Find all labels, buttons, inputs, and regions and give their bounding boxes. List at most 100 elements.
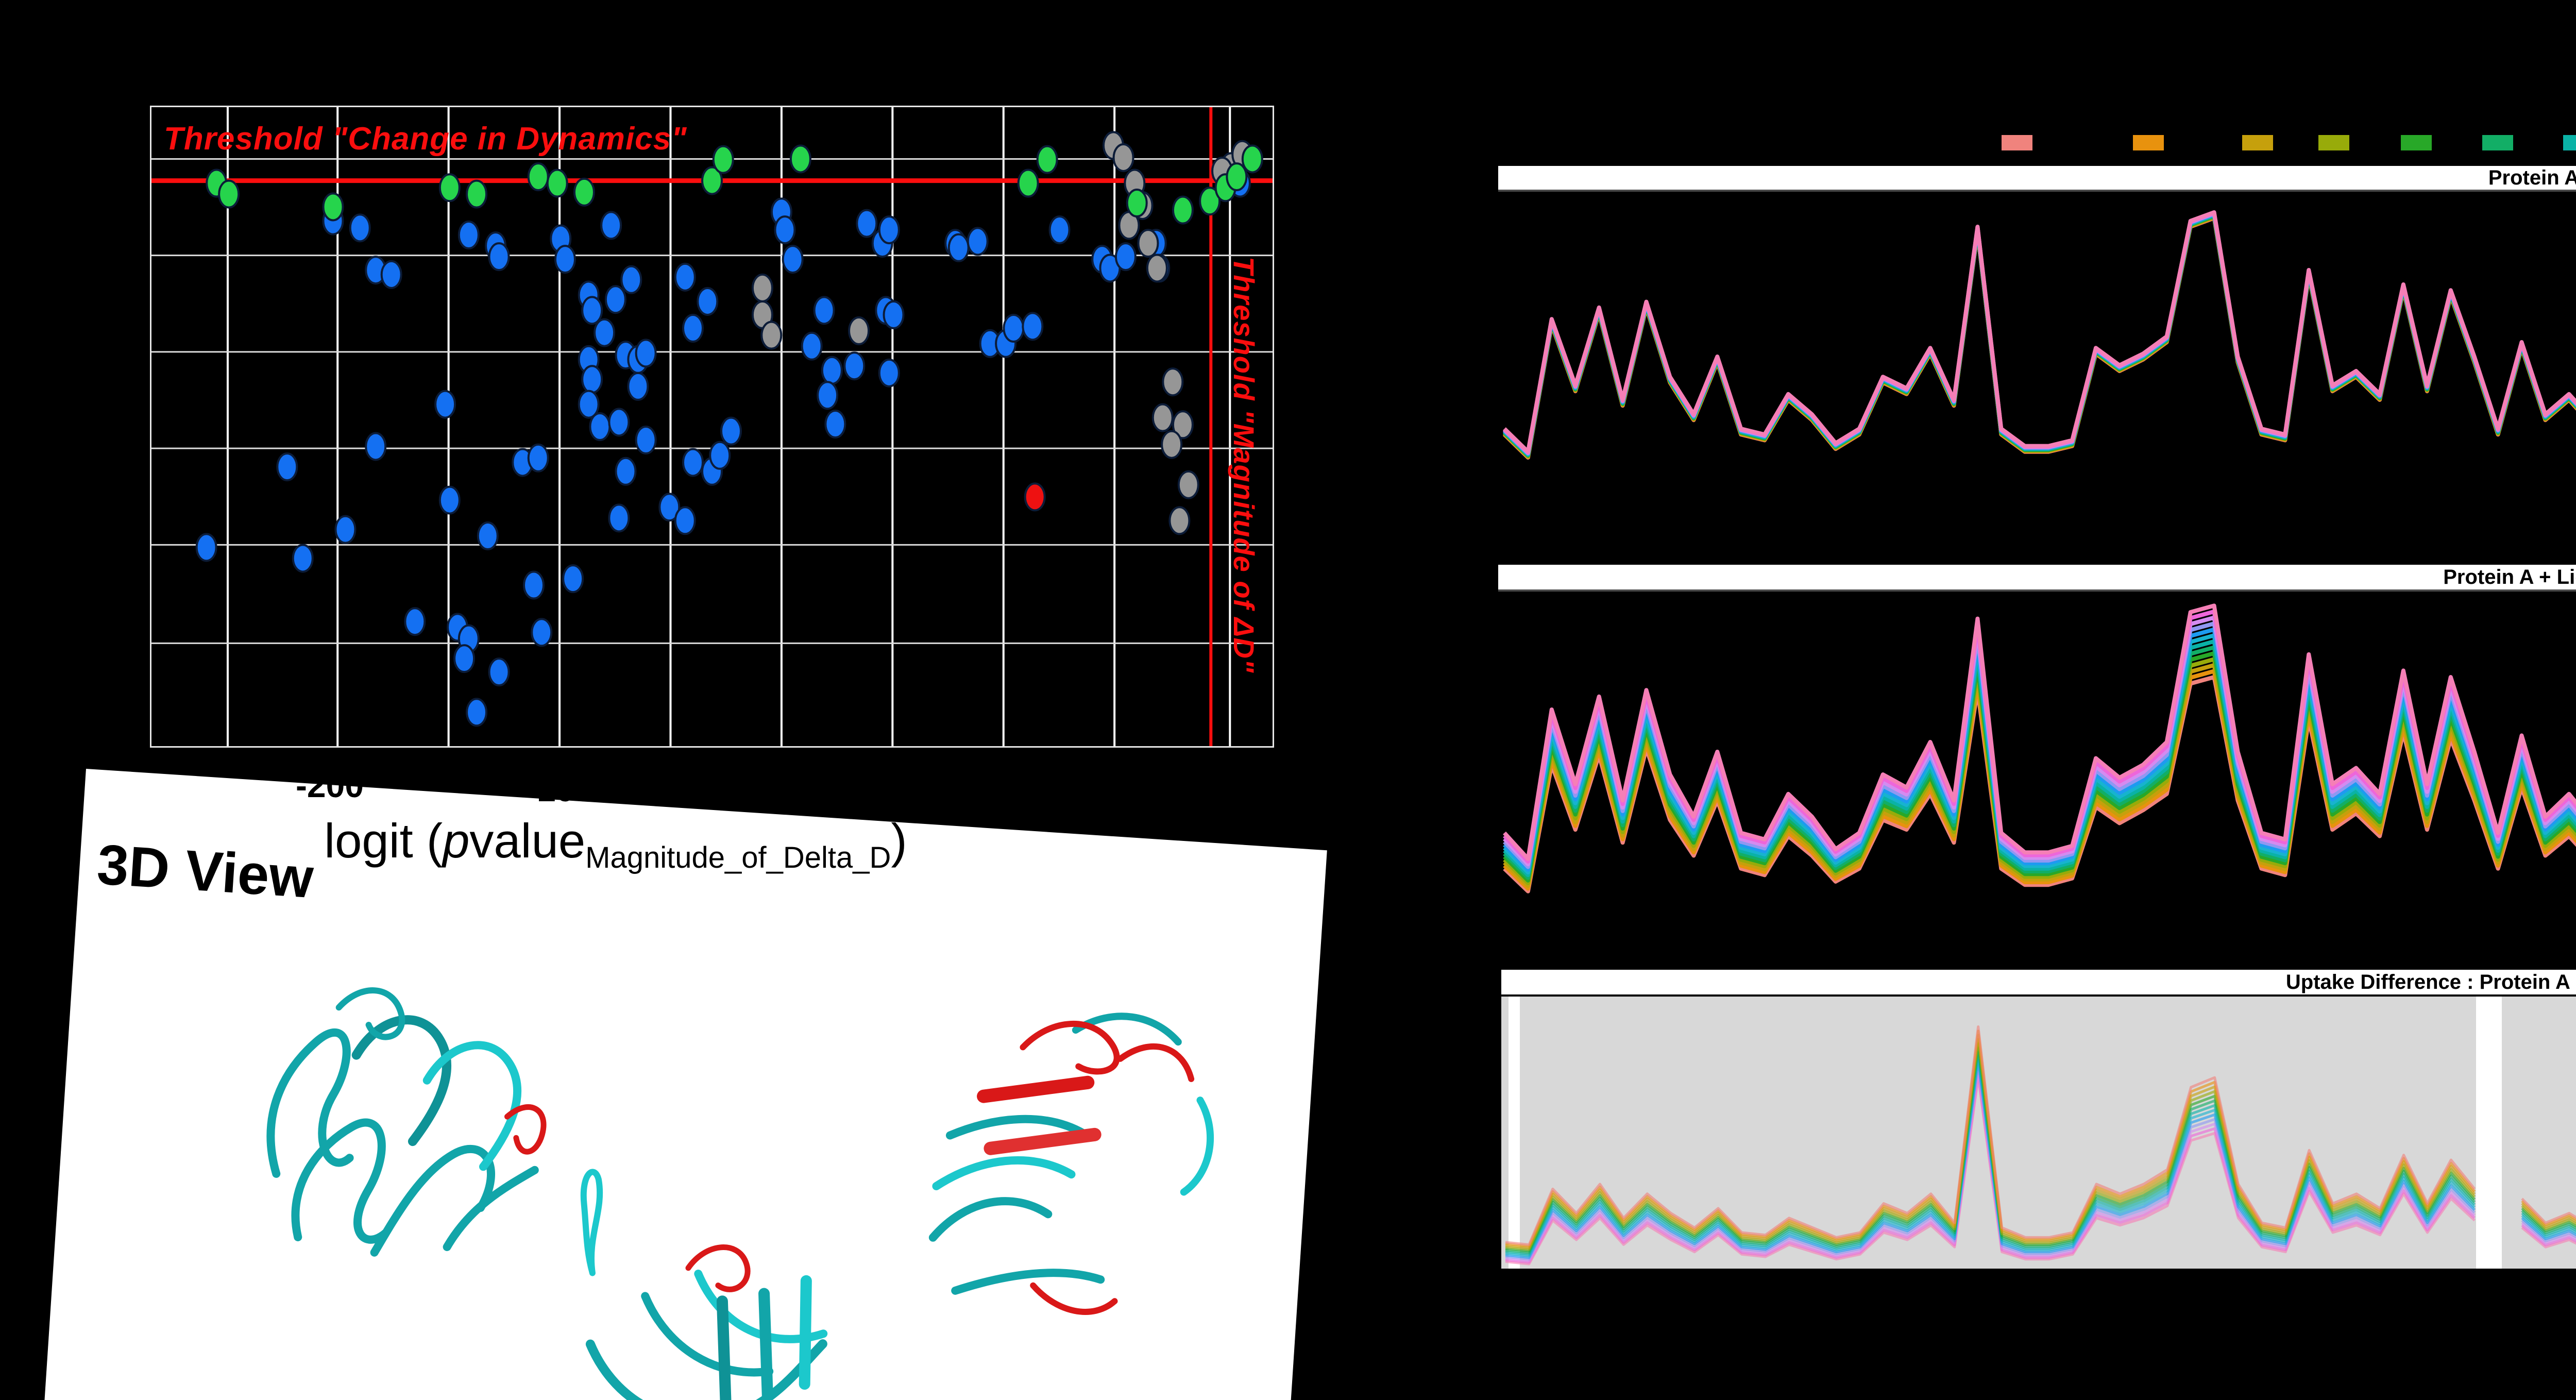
scatter-point-gray[interactable] <box>1137 229 1159 258</box>
scatter-point-blue[interactable] <box>608 503 630 533</box>
scatter-point-blue[interactable] <box>697 286 719 316</box>
scatter-point-blue[interactable] <box>709 441 731 470</box>
scatter-point-blue[interactable] <box>334 515 357 544</box>
scatter-point-green[interactable] <box>438 173 461 203</box>
scatter-point-green[interactable] <box>1017 168 1039 198</box>
uptake-difference-chart[interactable] <box>1501 997 2576 1269</box>
scatter-point-gray[interactable] <box>760 321 783 350</box>
scatter-point-green[interactable] <box>1126 189 1148 217</box>
scatter-point-blue[interactable] <box>578 390 600 419</box>
scatter-point-blue[interactable] <box>380 260 402 289</box>
scatter-point-blue[interactable] <box>674 262 696 292</box>
legend-swatch-2[interactable] <box>2133 135 2164 150</box>
scatter-point-blue[interactable] <box>843 351 866 381</box>
scatter-point-blue[interactable] <box>349 213 371 243</box>
scatter-point-green[interactable] <box>218 179 240 209</box>
scatter-point-green[interactable] <box>712 145 734 174</box>
scatter-point-green[interactable] <box>1172 195 1194 225</box>
scatter-point-blue[interactable] <box>457 221 480 249</box>
scatter-point-gray[interactable] <box>1151 403 1174 432</box>
scatter-point-blue[interactable] <box>1022 312 1044 341</box>
scatter-point-blue[interactable] <box>466 698 488 727</box>
view3d-panel[interactable]: 3D View <box>41 769 1327 1400</box>
scatter-point-blue[interactable] <box>878 215 900 245</box>
scatter-point-blue[interactable] <box>627 372 649 401</box>
scatter-point-blue[interactable] <box>581 296 603 325</box>
scatter-point-blue[interactable] <box>604 285 626 314</box>
scatter-point-blue[interactable] <box>801 331 823 361</box>
scatter-point-blue[interactable] <box>878 358 900 387</box>
scatter-point-green[interactable] <box>1199 187 1221 216</box>
scatter-point-blue[interactable] <box>674 506 696 535</box>
scatter-point-blue[interactable] <box>562 564 584 594</box>
scatter-point-blue[interactable] <box>434 390 456 419</box>
scatter-point-blue[interactable] <box>438 485 461 515</box>
scatter-point-green[interactable] <box>546 168 568 198</box>
scatter-point-blue[interactable] <box>817 381 839 410</box>
volcano-canvas[interactable] <box>151 107 1273 746</box>
scatter-point-blue[interactable] <box>589 412 611 441</box>
scatter-point-blue[interactable] <box>856 209 878 238</box>
legend-swatch-1[interactable] <box>2002 135 2032 150</box>
scatter-point-gray[interactable] <box>1146 254 1168 283</box>
scatter-point-green[interactable] <box>789 144 811 174</box>
scatter-point-gray[interactable] <box>1168 506 1191 535</box>
legend-swatch-5[interactable] <box>2401 135 2432 150</box>
scatter-point-blue[interactable] <box>615 457 637 486</box>
scatter-point-blue[interactable] <box>488 242 510 272</box>
scatter-point-blue[interactable] <box>195 533 217 562</box>
scatter-point-blue[interactable] <box>635 339 657 368</box>
scatter-point-blue[interactable] <box>453 644 476 673</box>
scatter-point-green[interactable] <box>466 179 488 209</box>
scatter-point-blue[interactable] <box>1114 242 1137 272</box>
scatter-point-blue[interactable] <box>608 408 630 437</box>
scatter-point-blue[interactable] <box>813 296 835 325</box>
scatter-point-blue[interactable] <box>774 215 796 245</box>
scatter-point-blue[interactable] <box>824 410 846 439</box>
protein-ribbon[interactable] <box>41 769 1327 1400</box>
scatter-point-blue[interactable] <box>1003 314 1025 343</box>
scatter-point-blue[interactable] <box>276 452 298 482</box>
scatter-point-gray[interactable] <box>1161 430 1183 459</box>
scatter-point-blue[interactable] <box>404 607 426 636</box>
scatter-point-blue[interactable] <box>821 356 843 385</box>
scatter-point-blue[interactable] <box>527 443 549 473</box>
scatter-point-blue[interactable] <box>1048 215 1071 245</box>
scatter-point-blue[interactable] <box>682 448 704 477</box>
volcano-plot[interactable]: Threshold "Change in Dynamics" Threshold… <box>150 106 1274 748</box>
scatter-point-blue[interactable] <box>600 211 622 240</box>
legend-swatch-7[interactable] <box>2563 135 2576 150</box>
scatter-point-gray[interactable] <box>1172 410 1194 440</box>
uptake-chart-protein-a-ligand[interactable] <box>1500 591 2576 958</box>
scatter-point-green[interactable] <box>1036 145 1058 174</box>
scatter-point-blue[interactable] <box>635 426 657 455</box>
legend-swatch-3[interactable] <box>2242 135 2273 150</box>
scatter-point-blue[interactable] <box>365 432 387 461</box>
scatter-point-green[interactable] <box>1241 144 1263 174</box>
uptake-chart-protein-a[interactable] <box>1500 191 2576 537</box>
scatter-point-blue[interactable] <box>581 365 603 394</box>
scatter-point-gray[interactable] <box>1177 470 1199 499</box>
scatter-point-green[interactable] <box>322 192 344 222</box>
scatter-point-green[interactable] <box>573 177 595 207</box>
scatter-point-blue[interactable] <box>531 618 553 647</box>
scatter-point-gray[interactable] <box>1162 367 1184 397</box>
scatter-point-blue[interactable] <box>967 227 989 256</box>
scatter-point-blue[interactable] <box>682 314 704 343</box>
scatter-point-blue[interactable] <box>523 570 545 600</box>
scatter-point-gray[interactable] <box>751 273 773 302</box>
scatter-point-red[interactable] <box>1024 482 1046 512</box>
scatter-point-blue[interactable] <box>477 521 499 551</box>
scatter-point-blue[interactable] <box>658 493 681 522</box>
scatter-point-blue[interactable] <box>947 233 970 262</box>
scatter-point-blue[interactable] <box>620 265 642 294</box>
scatter-point-blue[interactable] <box>554 245 576 274</box>
scatter-point-green[interactable] <box>1226 162 1248 192</box>
scatter-point-blue[interactable] <box>488 657 510 687</box>
scatter-point-blue[interactable] <box>292 544 314 573</box>
scatter-point-blue[interactable] <box>782 245 804 274</box>
scatter-point-green[interactable] <box>527 162 549 192</box>
scatter-point-gray[interactable] <box>848 316 870 345</box>
scatter-point-blue[interactable] <box>594 318 616 347</box>
legend-swatch-6[interactable] <box>2482 135 2513 150</box>
